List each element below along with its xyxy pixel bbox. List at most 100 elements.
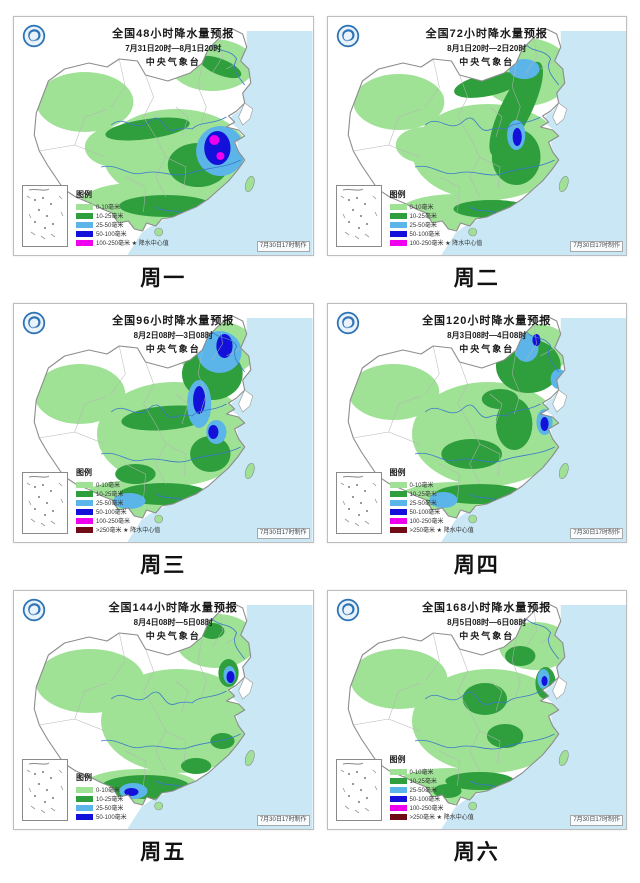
legend-row: 25-50毫米 (389, 498, 474, 507)
issue-watermark: 7月30日17时制作 (570, 528, 623, 539)
legend-row: 100-250毫米 ★ 降水中心值 (76, 238, 169, 247)
legend-swatch (76, 795, 93, 802)
legend-label: 50-100毫米 (409, 797, 441, 803)
map-grid: 全国48小时降水量预报 7月31日20时—8月1日20时 中央气象台 图例 0-… (13, 16, 627, 877)
legend-label: 25-50毫米 (96, 501, 124, 507)
legend-label: 10-25毫米 (409, 779, 437, 785)
legend-swatch (76, 804, 93, 811)
map-agency: 中央气象台 (145, 631, 201, 641)
legend-swatch (389, 777, 407, 784)
legend-title: 图例 (389, 755, 406, 764)
legend-rows: 0-10毫米 10-25毫米 25-50毫米 50-100毫米 (76, 785, 127, 821)
south-china-sea-inset (335, 472, 382, 534)
legend-row: 10-25毫米 (76, 489, 160, 498)
legend-label: 0-10毫米 (409, 770, 434, 776)
legend-swatch (76, 499, 93, 506)
map-period: 7月31日20时—8月1日20时 (125, 44, 222, 53)
legend-label: 100-250毫米 (409, 519, 444, 525)
china-precipitation-map-72h (328, 17, 626, 255)
legend-row: 10-25毫米 (389, 776, 474, 785)
legend-label: >250毫米 ★ 降水中心值 (409, 528, 474, 534)
legend-swatch (389, 526, 407, 533)
legend-row: 25-50毫米 (389, 785, 474, 794)
map-title-block: 全国48小时降水量预报 7月31日20时—8月1日20时 中央气象台 (44, 25, 303, 68)
legend: 图例 0-10毫米 10-25毫米 25-50毫米 50-100毫米 (76, 772, 127, 821)
weekday-label-wednesday: 周三 (140, 554, 187, 577)
legend-label: 0-10毫米 (409, 205, 434, 211)
legend-swatch (76, 212, 93, 219)
legend: 图例 0-10毫米 10-25毫米 25-50毫米 50-100毫米 100-250毫米… (76, 467, 160, 534)
legend-swatch (76, 526, 93, 533)
legend-label: 50-100毫米 (409, 232, 441, 238)
issue-watermark: 7月30日17时制作 (570, 241, 623, 252)
weekday-label-monday: 周一 (140, 267, 187, 290)
legend-swatch (76, 230, 93, 237)
legend-row: 50-100毫米 (389, 794, 474, 803)
map-agency: 中央气象台 (145, 57, 201, 67)
legend-row: >250毫米 ★ 降水中心值 (389, 525, 474, 534)
legend-row: 50-100毫米 (76, 229, 169, 238)
cma-logo-icon (22, 24, 46, 48)
legend-row: 0-10毫米 (389, 202, 483, 211)
legend-rows: 0-10毫米 10-25毫米 25-50毫米 50-100毫米 100-250毫米 >25… (389, 480, 474, 534)
legend-row: 25-50毫米 (389, 220, 483, 229)
map-panel-48h: 全国48小时降水量预报 7月31日20时—8月1日20时 中央气象台 图例 0-… (13, 16, 314, 256)
cma-logo-icon (336, 311, 360, 335)
legend-swatch (76, 786, 93, 793)
cma-logo-icon (22, 311, 46, 335)
legend-row: >250毫米 ★ 降水中心值 (76, 525, 160, 534)
legend-row: 10-25毫米 (389, 489, 474, 498)
weekday-label-tuesday: 周二 (453, 267, 500, 290)
legend-row: 25-50毫米 (76, 803, 127, 812)
map-title-block: 全国120小时降水量预报 8月3日08时—4日08时 中央气象台 (358, 312, 617, 355)
legend-row: 0-10毫米 (389, 480, 474, 489)
legend-swatch (389, 804, 407, 811)
legend-title: 图例 (389, 468, 406, 477)
legend-row: 100-250毫米 (76, 516, 160, 525)
legend-label: 100-250毫米 (409, 806, 444, 812)
weekday-label-friday: 周五 (140, 841, 187, 864)
legend-swatch (389, 239, 407, 246)
map-panel-168h: 全国168小时降水量预报 8月5日08时—6日08时 中央气象台 图例 0-10… (326, 590, 627, 830)
legend-swatch (389, 795, 407, 802)
map-agency: 中央气象台 (145, 344, 201, 354)
legend-swatch (389, 786, 407, 793)
map-title-block: 全国168小时降水量预报 8月5日08时—6日08时 中央气象台 (358, 599, 617, 642)
map-panel-96h: 全国96小时降水量预报 8月2日08时—3日08时 中央气象台 图例 0-10毫… (13, 303, 314, 543)
legend-swatch (389, 508, 407, 515)
map-period: 8月5日08时—6日08时 (447, 618, 527, 627)
cma-logo-icon (336, 598, 360, 622)
legend-row: 10-25毫米 (76, 794, 127, 803)
south-china-sea-inset (22, 472, 68, 534)
map-agency: 中央气象台 (459, 344, 515, 354)
legend-label: 50-100毫米 (96, 232, 127, 238)
legend-label: 25-50毫米 (409, 223, 437, 229)
map-period: 8月1日20时—2日20时 (447, 44, 527, 53)
south-china-sea-inset (335, 759, 382, 821)
map-period: 8月3日08时—4日08时 (447, 331, 527, 340)
legend-swatch (76, 490, 93, 497)
map-title: 全国144小时降水量预报 (108, 602, 238, 614)
china-precipitation-map-168h (328, 591, 626, 829)
map-panel-72h: 全国72小时降水量预报 8月1日20时—2日20时 中央气象台 图例 0-10毫… (326, 16, 627, 256)
legend-label: 0-10毫米 (96, 205, 121, 211)
forecast-cell-saturday: 全国168小时降水量预报 8月5日08时—6日08时 中央气象台 图例 0-10… (326, 590, 627, 877)
map-panel-144h: 全国144小时降水量预报 8月4日08时—5日08时 中央气象台 图例 0-10… (13, 590, 314, 830)
legend-label: 10-25毫米 (96, 797, 124, 803)
legend-label: 0-10毫米 (96, 483, 121, 489)
legend-rows: 0-10毫米 10-25毫米 25-50毫米 50-100毫米 100-250毫米 ★ … (76, 202, 169, 247)
legend-swatch (76, 508, 93, 515)
map-title: 全国96小时降水量预报 (112, 315, 235, 327)
legend-row: 25-50毫米 (76, 498, 160, 507)
map-title: 全国120小时降水量预报 (422, 315, 552, 327)
map-agency: 中央气象台 (459, 57, 515, 67)
weekday-label-thursday: 周四 (453, 554, 500, 577)
legend: 图例 0-10毫米 10-25毫米 25-50毫米 50-100毫米 100-250毫米… (389, 467, 474, 534)
legend-title: 图例 (76, 468, 92, 477)
legend-swatch (389, 490, 407, 497)
legend-swatch (76, 481, 93, 488)
map-title-block: 全国96小时降水量预报 8月2日08时—3日08时 中央气象台 (44, 312, 303, 355)
legend-label: 0-10毫米 (96, 788, 121, 794)
cma-logo-icon (22, 598, 46, 622)
legend-rows: 0-10毫米 10-25毫米 25-50毫米 50-100毫米 100-250毫米 ★ … (389, 202, 483, 247)
